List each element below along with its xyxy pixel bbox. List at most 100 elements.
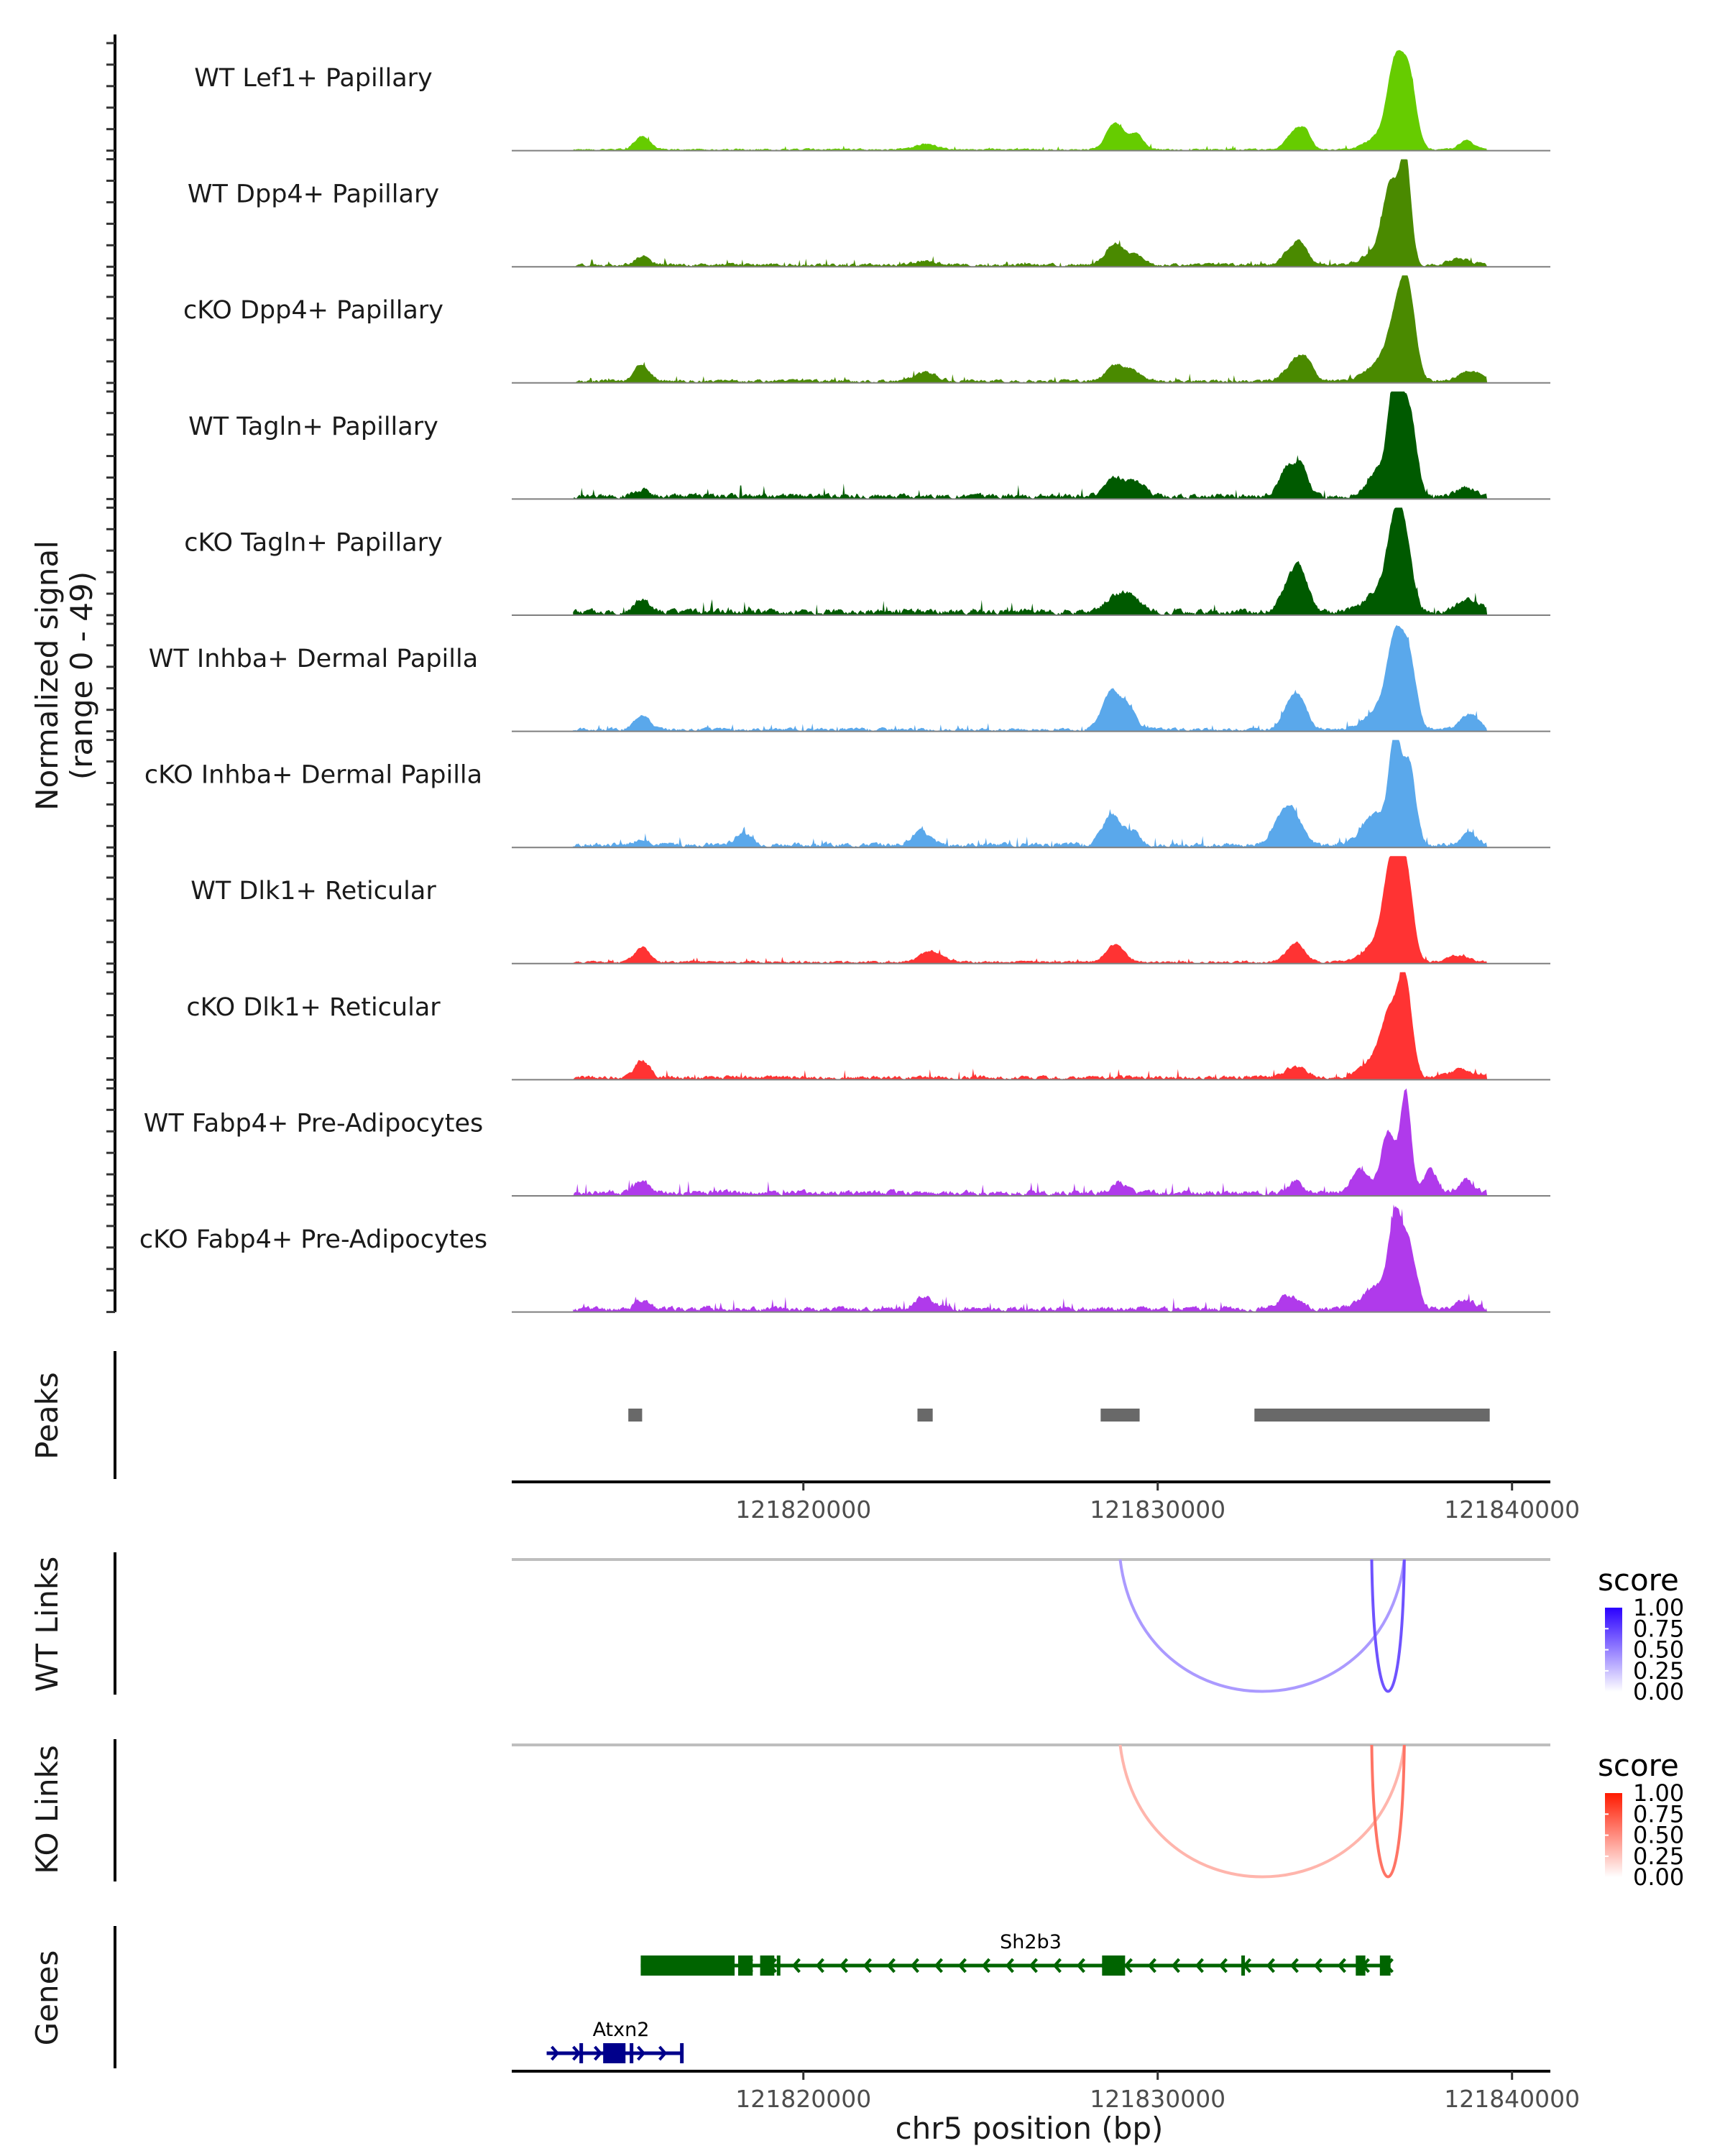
legend-tick-label: 1.00: [1633, 1594, 1684, 1621]
coverage-area: [573, 507, 1488, 615]
strand-arrow-left-icon: [815, 1958, 824, 1973]
legend-title: score: [1598, 1562, 1679, 1598]
coverage-area: [573, 391, 1488, 499]
x-tick-label: 121840000: [1444, 1496, 1580, 1524]
peak-region: [1100, 1409, 1140, 1422]
strand-arrow-right-icon: [572, 2045, 581, 2061]
strand-arrow-left-icon: [934, 1958, 943, 1973]
strand-arrow-right-icon: [594, 2045, 603, 2061]
x-tick-label: 121830000: [1090, 1496, 1225, 1524]
coverage-track: WT Tagln+ Papillary: [188, 391, 1550, 500]
track-label: WT Tagln+ Papillary: [188, 413, 438, 441]
gene-exon: [776, 1955, 781, 1976]
coverage-area: [573, 50, 1488, 151]
strand-arrow-left-icon: [1029, 1958, 1038, 1973]
coverage-track: cKO Fabp4+ Pre-Adipocytes: [139, 1204, 1550, 1313]
coverage-area: [573, 740, 1488, 848]
coverage-track: cKO Inhba+ Dermal Papilla: [144, 740, 1550, 849]
legend-title: score: [1598, 1748, 1679, 1783]
gene-label: Atxn2: [593, 2019, 650, 2041]
ko-links-track: [512, 1743, 1550, 1879]
peaks-track-label: Peaks: [29, 1372, 65, 1460]
coverage-ylabel: Normalized signal (range 0 - 49): [29, 540, 99, 811]
link-arc: [1118, 1559, 1406, 1693]
link-arc: [1370, 1559, 1406, 1693]
legend-tick-label: 0.50: [1633, 1636, 1684, 1664]
strand-arrow-left-icon: [910, 1958, 919, 1973]
coverage-track: WT Dlk1+ Reticular: [190, 856, 1550, 964]
gene-exon: [1241, 1955, 1246, 1976]
coverage-track: WT Lef1+ Papillary: [194, 50, 1550, 152]
coverage-track: WT Dpp4+ Papillary: [188, 159, 1550, 268]
gene-exon: [1356, 1955, 1366, 1976]
legend-tick-label: 0.50: [1633, 1822, 1684, 1849]
strand-arrow-left-icon: [886, 1958, 896, 1973]
gene-atxn2: Atxn2: [546, 2019, 684, 2063]
wt-links-track: [512, 1558, 1550, 1693]
strand-arrow-left-icon: [1266, 1958, 1275, 1973]
strand-arrow-left-icon: [862, 1958, 872, 1973]
coverage-area: [573, 625, 1488, 732]
peak-region: [1254, 1409, 1490, 1422]
legend-tick-label: 0.25: [1633, 1657, 1684, 1685]
gene-exon: [738, 1955, 753, 1976]
strand-arrow-left-icon: [1123, 1958, 1133, 1973]
coverage-area: [573, 972, 1488, 1080]
coverage-area: [573, 856, 1488, 964]
strand-arrow-right-icon: [637, 2045, 646, 2061]
strand-arrow-left-icon: [1147, 1958, 1156, 1973]
strand-arrow-left-icon: [957, 1958, 967, 1973]
strand-arrow-left-icon: [791, 1958, 801, 1973]
strand-arrow-left-icon: [1195, 1958, 1204, 1973]
coverage-ylabel-line2: (range 0 - 49): [64, 571, 99, 780]
strand-arrow-left-icon: [1313, 1958, 1322, 1973]
gene-exon: [1379, 1955, 1391, 1976]
track-label: cKO Tagln+ Papillary: [184, 528, 443, 557]
coverage-track: cKO Tagln+ Papillary: [184, 507, 1550, 616]
strand-arrow-left-icon: [839, 1958, 848, 1973]
track-label: cKO Dlk1+ Reticular: [186, 993, 441, 1022]
gene-exon: [630, 2043, 634, 2063]
legend-tick-label: 0.75: [1633, 1800, 1684, 1828]
gene-exon: [603, 2043, 626, 2063]
x-tick-label: 121830000: [1090, 2085, 1225, 2113]
coverage-area: [573, 275, 1488, 383]
peak-region: [917, 1409, 933, 1422]
gene-exon: [640, 1955, 735, 1976]
track-label: WT Fabp4+ Pre-Adipocytes: [144, 1109, 483, 1138]
strand-arrow-left-icon: [1171, 1958, 1180, 1973]
track-label: WT Dlk1+ Reticular: [190, 877, 436, 906]
gene-exon: [680, 2043, 684, 2063]
strand-arrow-left-icon: [1076, 1958, 1085, 1973]
x-axis-top: 121820000 121830000 121840000: [512, 1480, 1580, 1524]
strand-arrow-left-icon: [1218, 1958, 1228, 1973]
legend-tick-label: 1.00: [1633, 1779, 1684, 1807]
wt-links-track-label: WT Links: [29, 1557, 65, 1692]
genes-track-label: Genes: [29, 1950, 65, 2046]
track-label: WT Lef1+ Papillary: [194, 64, 433, 93]
coverage-track: WT Inhba+ Dermal Papilla: [149, 625, 1550, 732]
gene-label: Sh2b3: [1000, 1931, 1062, 1953]
x-tick-label: 121820000: [735, 1496, 871, 1524]
gene-exon: [1102, 1955, 1126, 1976]
gene-sh2b3: Sh2b3: [640, 1931, 1394, 1976]
strand-arrow-left-icon: [1052, 1958, 1062, 1973]
coverage-track: cKO Dlk1+ Reticular: [186, 972, 1550, 1081]
strand-arrow-left-icon: [1337, 1958, 1346, 1973]
coverage-area: [573, 159, 1488, 267]
x-tick-label: 121820000: [735, 2085, 871, 2113]
track-label: cKO Inhba+ Dermal Papilla: [144, 761, 482, 790]
link-arc: [1118, 1744, 1406, 1879]
peak-region: [628, 1409, 643, 1422]
coverage-track: WT Fabp4+ Pre-Adipocytes: [144, 1088, 1550, 1197]
gene-exon: [579, 2043, 584, 2063]
genes-track: Sh2b3 Atxn2: [546, 1931, 1394, 2063]
coverage-tracks: WT Lef1+ Papillary WT Dpp4+ Papillary cKO …: [139, 50, 1550, 1313]
strand-arrow-right-icon: [658, 2045, 668, 2061]
track-label: cKO Dpp4+ Papillary: [183, 296, 443, 325]
coverage-area: [573, 1088, 1488, 1196]
track-label: WT Inhba+ Dermal Papilla: [149, 645, 478, 673]
